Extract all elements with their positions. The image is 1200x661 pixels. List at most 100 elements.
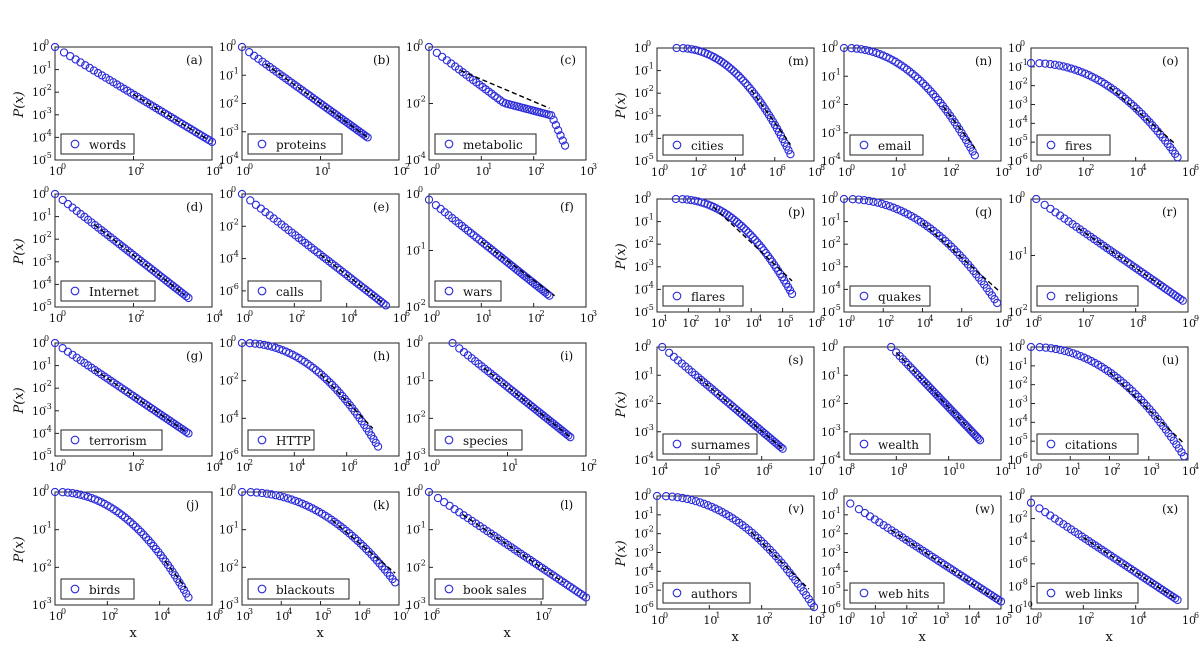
data-point (913, 370, 922, 380)
panel-label: (a) (186, 53, 203, 67)
data-point (356, 539, 365, 548)
data-point (756, 536, 766, 546)
x-tick-label: 10 (1025, 317, 1039, 330)
data-point (237, 338, 247, 348)
data-point (486, 369, 495, 378)
y-tick-exponent: -1 (1020, 58, 1028, 67)
data-point (1040, 200, 1049, 210)
data-point (58, 344, 67, 353)
fit-line (698, 377, 784, 450)
x-tick-label: 10 (535, 610, 549, 623)
data-point (359, 542, 368, 551)
data-point (926, 87, 935, 96)
data-point (556, 131, 565, 140)
y-tick-label: 10 (1008, 490, 1022, 503)
x-tick-label: 10 (1064, 465, 1078, 478)
x-tick-label: 10 (690, 166, 704, 179)
data-point (505, 384, 514, 393)
y-tick-exponent: 0 (231, 483, 236, 492)
x-tick-exponent: 4 (1142, 163, 1147, 172)
data-point (974, 434, 983, 443)
data-point (379, 299, 388, 308)
data-point (1060, 214, 1069, 223)
data-point (144, 536, 153, 545)
data-point (58, 488, 67, 497)
data-point (433, 493, 443, 503)
fit-line (133, 93, 209, 141)
y-tick-exponent: -2 (418, 298, 426, 307)
legend-box (849, 433, 931, 455)
y-axis-label: P(x) (614, 92, 629, 119)
data-point (131, 522, 140, 531)
y-tick-exponent: -5 (833, 303, 841, 312)
x-tick-exponent: 4 (300, 458, 305, 467)
data-point (869, 197, 878, 206)
data-point (251, 339, 260, 348)
legend-marker (444, 139, 454, 149)
y-tick-exponent: -3 (231, 123, 239, 132)
y-tick-exponent: -2 (646, 235, 654, 244)
y-tick-label: 10 (1008, 80, 1022, 93)
y-tick-exponent: -5 (44, 151, 52, 160)
data-point (463, 513, 473, 523)
panel-label: (t) (975, 353, 989, 367)
data-point (739, 223, 748, 233)
data-point (938, 234, 947, 243)
data-point (1126, 99, 1136, 108)
data-point (50, 42, 60, 52)
y-tick-label: 10 (32, 278, 46, 291)
data-point (1032, 194, 1041, 204)
x-tick-exponent: 10 (955, 462, 965, 471)
y-tick-label: 10 (634, 216, 648, 229)
y-tick-exponent: -5 (1020, 432, 1028, 441)
x-tick-label: 10 (1025, 614, 1039, 627)
y-tick-label: 10 (219, 450, 233, 463)
x-tick-label: 10 (777, 317, 791, 330)
x-tick-exponent: 4 (976, 611, 981, 620)
data-point (370, 553, 379, 562)
x-tick-exponent: 3 (944, 611, 949, 620)
legend-marker (444, 286, 454, 296)
data-point (363, 133, 372, 142)
x-tick-label: 10 (995, 614, 1009, 627)
x-tick-label: 10 (995, 166, 1009, 179)
y-tick-exponent: -1 (44, 357, 52, 366)
y-tick-label: 10 (32, 41, 46, 54)
y-tick-exponent: 0 (418, 334, 423, 343)
y-tick-exponent: -4 (833, 451, 841, 460)
x-tick-exponent: 8 (1007, 314, 1012, 323)
y-tick-label: 10 (1008, 558, 1022, 571)
data-point (727, 65, 736, 74)
x-tick-label: 10 (423, 461, 437, 474)
data-point (739, 76, 748, 85)
y-tick-exponent: -1 (44, 521, 52, 530)
x-tick-label: 10 (288, 461, 302, 474)
y-tick-exponent: -4 (833, 280, 841, 289)
data-point (324, 257, 334, 266)
x-tick-exponent: 4 (929, 314, 934, 323)
x-tick-exponent: 7 (547, 607, 552, 616)
y-tick-label: 10 (32, 301, 46, 314)
data-point (737, 221, 746, 231)
data-point (1055, 517, 1064, 526)
legend-marker (859, 140, 869, 150)
data-point (787, 289, 797, 299)
y-tick-exponent: 0 (418, 483, 423, 492)
x-tick-exponent: 2 (1116, 462, 1121, 471)
data-point (924, 84, 933, 93)
data-point (1026, 58, 1036, 68)
data-point (1068, 349, 1078, 358)
data-point (81, 61, 90, 70)
y-tick-label: 10 (821, 603, 835, 616)
x-tick-label: 10 (917, 317, 931, 330)
x-tick-label: 10 (423, 610, 437, 623)
y-tick-exponent: -1 (418, 521, 426, 530)
y-tick-label: 10 (634, 369, 648, 382)
x-tick-exponent: 3 (1007, 163, 1012, 172)
y-tick-label: 10 (821, 261, 835, 274)
y-tick-exponent: -2 (833, 525, 841, 534)
y-tick-exponent: -6 (231, 447, 239, 456)
data-point (353, 536, 362, 546)
